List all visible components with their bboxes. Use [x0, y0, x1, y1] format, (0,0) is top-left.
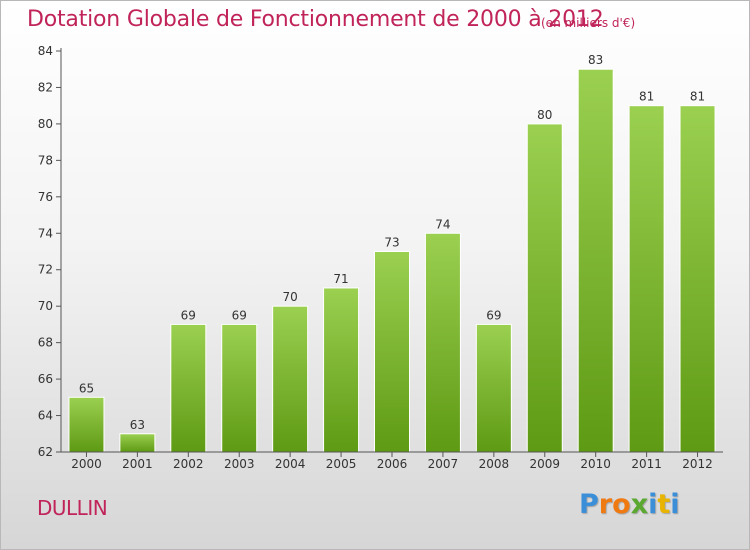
bar-2010 [577, 68, 614, 453]
axes-layer: 62 64 66 68 70 72 74 76 78 80 82 84 2000 2001 2002 2003… [38, 44, 723, 471]
logo-letter: x [630, 489, 649, 520]
x-tick-label-2008: 2008 [479, 457, 510, 471]
y-tick-label-70: 70 [38, 299, 53, 313]
chart-title: Dotation Globale de Fonctionnement de 20… [27, 7, 604, 32]
bars-layer: 65 63 69 69 70 71 73 74 69 80 83 81 81 [68, 53, 716, 453]
data-label-2008: 69 [486, 308, 501, 322]
bar-2009 [526, 123, 563, 453]
data-label-2003: 69 [232, 308, 247, 322]
data-label-2006: 73 [384, 236, 399, 250]
y-tick-label-62: 62 [38, 445, 53, 459]
y-tick-label-80: 80 [38, 117, 53, 131]
bar-2006 [374, 251, 410, 453]
y-tick-label-64: 64 [38, 409, 53, 423]
y-tick-label-72: 72 [38, 263, 53, 277]
bar-2003 [221, 323, 258, 453]
x-tick-label-2000: 2000 [71, 457, 102, 471]
x-tick-label-2003: 2003 [224, 457, 255, 471]
data-label-2011: 81 [639, 90, 654, 104]
bar-2012 [679, 105, 716, 453]
bar-2002 [170, 323, 207, 453]
x-tick-label-2012: 2012 [682, 457, 713, 471]
x-tick-label-2004: 2004 [275, 457, 306, 471]
bar-2008 [475, 323, 512, 453]
x-tick-label-2002: 2002 [173, 457, 204, 471]
chart-subtitle: (en milliers d'€) [541, 16, 636, 30]
place-name: DULLIN [37, 496, 108, 520]
bar-2001 [119, 433, 156, 453]
bar-2005 [323, 287, 360, 453]
data-label-2007: 74 [435, 217, 450, 231]
y-tick-label-82: 82 [38, 80, 53, 94]
logo-letter: r [598, 489, 613, 520]
bar-2004 [272, 305, 309, 453]
x-tick-label-2006: 2006 [377, 457, 408, 471]
y-tick-label-74: 74 [38, 226, 53, 240]
y-tick-label-78: 78 [38, 153, 53, 167]
logo-letter: t [657, 489, 671, 520]
y-tick-label-68: 68 [38, 336, 53, 350]
bar-2011 [628, 105, 665, 453]
data-label-2005: 71 [333, 272, 348, 286]
proxiti-logo: Proxiti [579, 489, 680, 520]
x-tick-label-2009: 2009 [529, 457, 560, 471]
x-tick-label-2005: 2005 [326, 457, 357, 471]
logo-letter: i [648, 489, 658, 520]
y-tick-label-76: 76 [38, 190, 53, 204]
logo-letter: i [670, 489, 680, 520]
x-tick-label-2010: 2010 [580, 457, 611, 471]
data-label-2000: 65 [79, 381, 94, 395]
x-tick-label-2001: 2001 [122, 457, 153, 471]
data-label-2001: 63 [130, 418, 145, 432]
data-label-2002: 69 [181, 308, 196, 322]
data-label-2012: 81 [690, 90, 705, 104]
data-label-2009: 80 [537, 108, 552, 122]
data-label-2010: 83 [588, 53, 603, 67]
bar-2007 [424, 232, 461, 453]
logo-letter: P [579, 489, 599, 520]
x-tick-label-2007: 2007 [428, 457, 459, 471]
bar-2000 [68, 396, 105, 453]
y-tick-label-84: 84 [38, 44, 53, 58]
y-tick-label-66: 66 [38, 372, 53, 386]
data-label-2004: 70 [283, 290, 298, 304]
logo-letter: o [612, 489, 631, 520]
x-tick-label-2011: 2011 [631, 457, 662, 471]
